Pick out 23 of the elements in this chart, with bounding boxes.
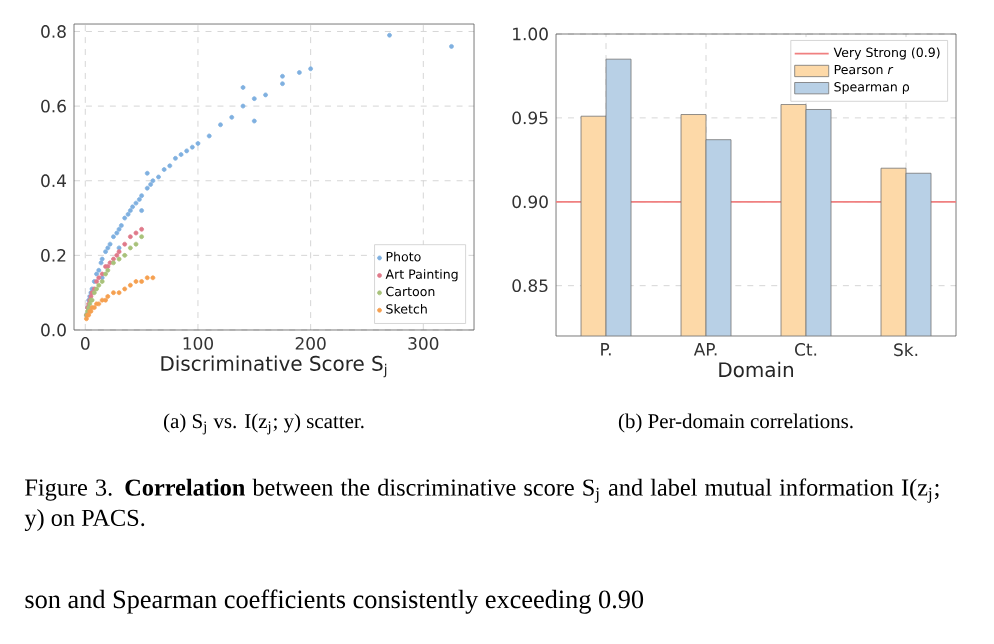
y-tick-label: 0.90: [512, 195, 548, 209]
y-tick-label: 0.85: [512, 279, 548, 293]
y-tick-label: 0.95: [512, 111, 548, 125]
x-tick-label: 100: [183, 337, 213, 350]
x-tick-label: Sk.: [894, 343, 918, 357]
x-axis-title: Domain: [719, 361, 793, 378]
y-tick-label: 0.0: [41, 323, 66, 337]
y-tick-label: 0.6: [41, 99, 66, 113]
text: (a) S$_{j}$ vs. I(z$_{j}$; y) scatter.: [163, 413, 364, 435]
y-tick-label: 0.8: [41, 25, 66, 38]
text: (b) Per-domain correlations.: [618, 413, 853, 433]
x-tick-label: Ct.: [795, 343, 817, 356]
text: son and Spearman coefficients consistently exceeding 0.90: [25, 589, 644, 614]
x-tick-label: AP.: [693, 343, 717, 356]
x-tick-label: 0: [81, 337, 90, 350]
x-tick-label: 200: [295, 337, 326, 350]
x-tick-label: 300: [408, 337, 439, 350]
text: Figure 3. Correlation between the discriminative score S$_{j}$ and label mutual information I(z$_{j}$; y) on PACS.: [24, 478, 939, 532]
x-tick-label: P.: [601, 343, 611, 356]
x-axis-title: Discriminative Score S$_{j}$: [161, 355, 387, 378]
y-tick-label: 1.00: [513, 27, 548, 41]
y-tick-label: 0.2: [41, 248, 66, 262]
y-tick-label: 0.4: [41, 174, 67, 188]
